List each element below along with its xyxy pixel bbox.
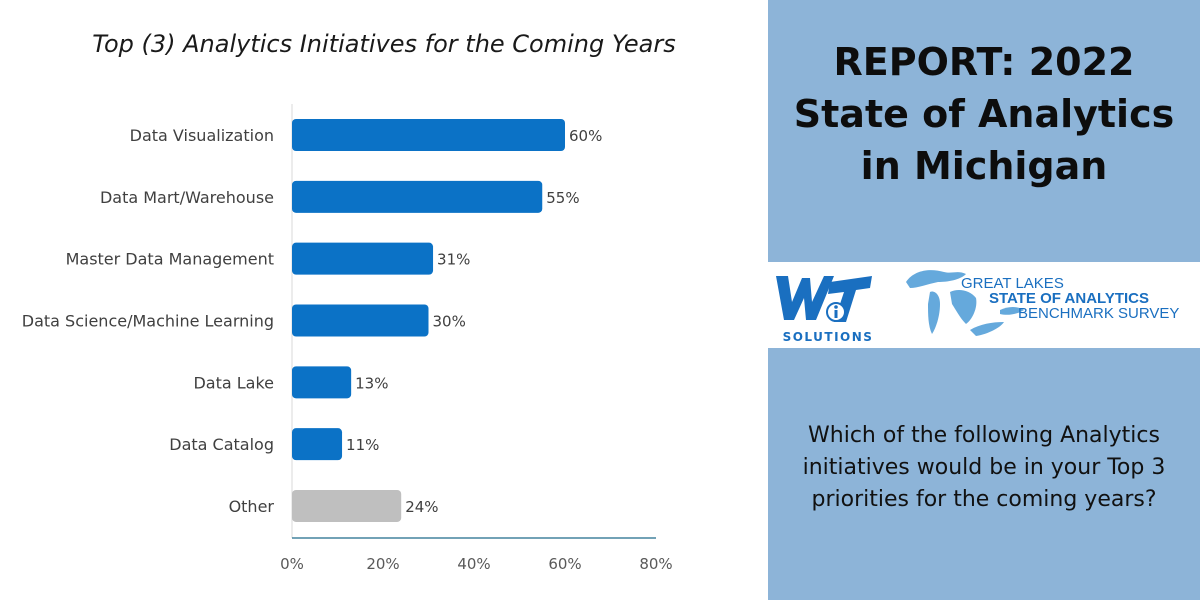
bar bbox=[292, 180, 543, 213]
data-label: 24% bbox=[405, 498, 438, 516]
survey-question: Which of the following Analytics initiat… bbox=[778, 420, 1190, 516]
wit-solutions-logo: SOLUTIONS bbox=[772, 268, 878, 344]
category-label: Data Lake bbox=[193, 373, 274, 392]
report-title: REPORT: 2022 State of Analytics in Michi… bbox=[768, 36, 1200, 192]
bar bbox=[292, 304, 429, 337]
report-title-line-1: REPORT: 2022 bbox=[833, 40, 1135, 84]
bar bbox=[292, 428, 343, 461]
report-title-line-3: in Michigan bbox=[860, 144, 1108, 188]
bar bbox=[292, 366, 352, 399]
report-title-line-2: State of Analytics bbox=[793, 92, 1175, 136]
category-label: Data Catalog bbox=[169, 435, 274, 454]
question-line-3: priorities for the coming years? bbox=[811, 487, 1157, 512]
bar bbox=[292, 489, 402, 522]
bar bbox=[292, 242, 434, 275]
data-label: 11% bbox=[346, 436, 379, 454]
category-label: Data Mart/Warehouse bbox=[100, 188, 274, 207]
wit-solutions-wordmark: SOLUTIONS bbox=[782, 330, 874, 344]
data-label: 60% bbox=[569, 127, 602, 145]
logo-band: SOLUTIONS GREAT LAKES STATE OF ANALYTICS… bbox=[768, 262, 1200, 348]
x-tick-label: 0% bbox=[280, 555, 304, 573]
chart-area: Top (3) Analytics Initiatives for the Co… bbox=[22, 30, 676, 573]
great-lakes-line-3: BENCHMARK SURVEY bbox=[1018, 305, 1180, 322]
wit-logo-mark-icon bbox=[776, 276, 872, 322]
x-tick-label: 60% bbox=[548, 555, 581, 573]
great-lakes-map-icon bbox=[906, 270, 1024, 336]
great-lakes-line-2: STATE OF ANALYTICS bbox=[989, 290, 1150, 307]
data-label: 30% bbox=[433, 312, 466, 330]
category-label: Data Science/Machine Learning bbox=[22, 311, 274, 330]
bar-chart: Data Visualization 60% Data Mart/Warehouse… bbox=[22, 104, 673, 573]
category-label: Data Visualization bbox=[130, 126, 274, 145]
bar bbox=[292, 119, 565, 151]
side-panel: REPORT: 2022 State of Analytics in Michi… bbox=[768, 0, 1200, 600]
great-lakes-wordmark: GREAT LAKES STATE OF ANALYTICS BENCHMARK… bbox=[958, 276, 1198, 321]
question-line-2: initiatives would be in your Top 3 bbox=[802, 455, 1166, 480]
data-label: 13% bbox=[355, 374, 388, 392]
category-label: Master Data Management bbox=[66, 250, 274, 269]
data-label: 31% bbox=[437, 251, 470, 269]
question-line-1: Which of the following Analytics bbox=[808, 423, 1160, 448]
x-tick-label: 40% bbox=[457, 555, 490, 573]
data-label: 55% bbox=[546, 189, 579, 207]
category-label: Other bbox=[229, 497, 275, 516]
x-tick-label: 80% bbox=[639, 555, 672, 573]
chart-title: Top (3) Analytics Initiatives for the Co… bbox=[92, 30, 676, 58]
great-lakes-line-1: GREAT LAKES bbox=[961, 275, 1064, 292]
x-tick-label: 20% bbox=[366, 555, 399, 573]
